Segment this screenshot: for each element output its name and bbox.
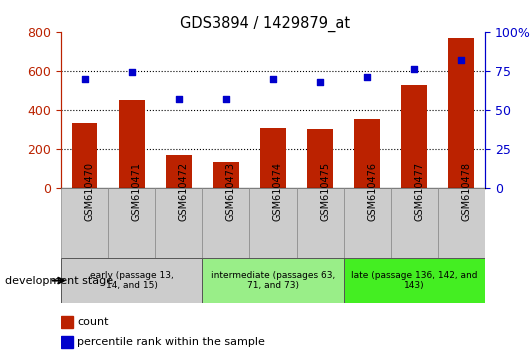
Bar <box>401 85 427 188</box>
Point <box>269 76 277 81</box>
Point <box>127 69 136 75</box>
Bar <box>343 258 485 303</box>
Bar <box>213 162 239 188</box>
Point <box>174 96 183 102</box>
Bar <box>354 119 380 188</box>
Text: GSM610472: GSM610472 <box>179 161 189 221</box>
Bar <box>166 155 192 188</box>
Point <box>363 74 372 80</box>
Text: count: count <box>77 318 109 327</box>
Point <box>457 57 466 63</box>
Text: GSM610470: GSM610470 <box>84 162 94 221</box>
Bar <box>307 129 333 188</box>
Text: GSM610473: GSM610473 <box>226 162 236 221</box>
Text: development stage: development stage <box>5 275 113 286</box>
Bar <box>438 188 485 258</box>
Bar <box>72 124 98 188</box>
Bar <box>61 336 73 348</box>
Bar <box>296 188 343 258</box>
Bar <box>391 188 438 258</box>
Text: GSM610474: GSM610474 <box>273 162 283 221</box>
Bar <box>61 188 108 258</box>
Text: GSM610471: GSM610471 <box>131 162 142 221</box>
Point <box>222 96 230 102</box>
Bar <box>448 38 474 188</box>
Text: percentile rank within the sample: percentile rank within the sample <box>77 337 265 347</box>
Bar <box>202 188 250 258</box>
Point <box>80 76 89 81</box>
Point <box>316 79 324 85</box>
Bar <box>119 100 145 188</box>
Bar <box>250 188 296 258</box>
Bar <box>61 258 202 303</box>
Bar <box>61 316 73 329</box>
Text: early (passage 13,
14, and 15): early (passage 13, 14, and 15) <box>90 271 173 290</box>
Text: late (passage 136, 142, and
143): late (passage 136, 142, and 143) <box>351 271 478 290</box>
Text: GSM610476: GSM610476 <box>367 162 377 221</box>
Text: GSM610478: GSM610478 <box>462 162 471 221</box>
Point <box>410 67 419 72</box>
Bar <box>155 188 202 258</box>
Text: intermediate (passages 63,
71, and 73): intermediate (passages 63, 71, and 73) <box>211 271 335 290</box>
Bar <box>343 188 391 258</box>
Text: GSM610477: GSM610477 <box>414 161 425 221</box>
Bar <box>202 258 343 303</box>
Text: GSM610475: GSM610475 <box>320 161 330 221</box>
Bar <box>260 128 286 188</box>
Bar <box>108 188 155 258</box>
Text: GDS3894 / 1429879_at: GDS3894 / 1429879_at <box>180 16 350 32</box>
